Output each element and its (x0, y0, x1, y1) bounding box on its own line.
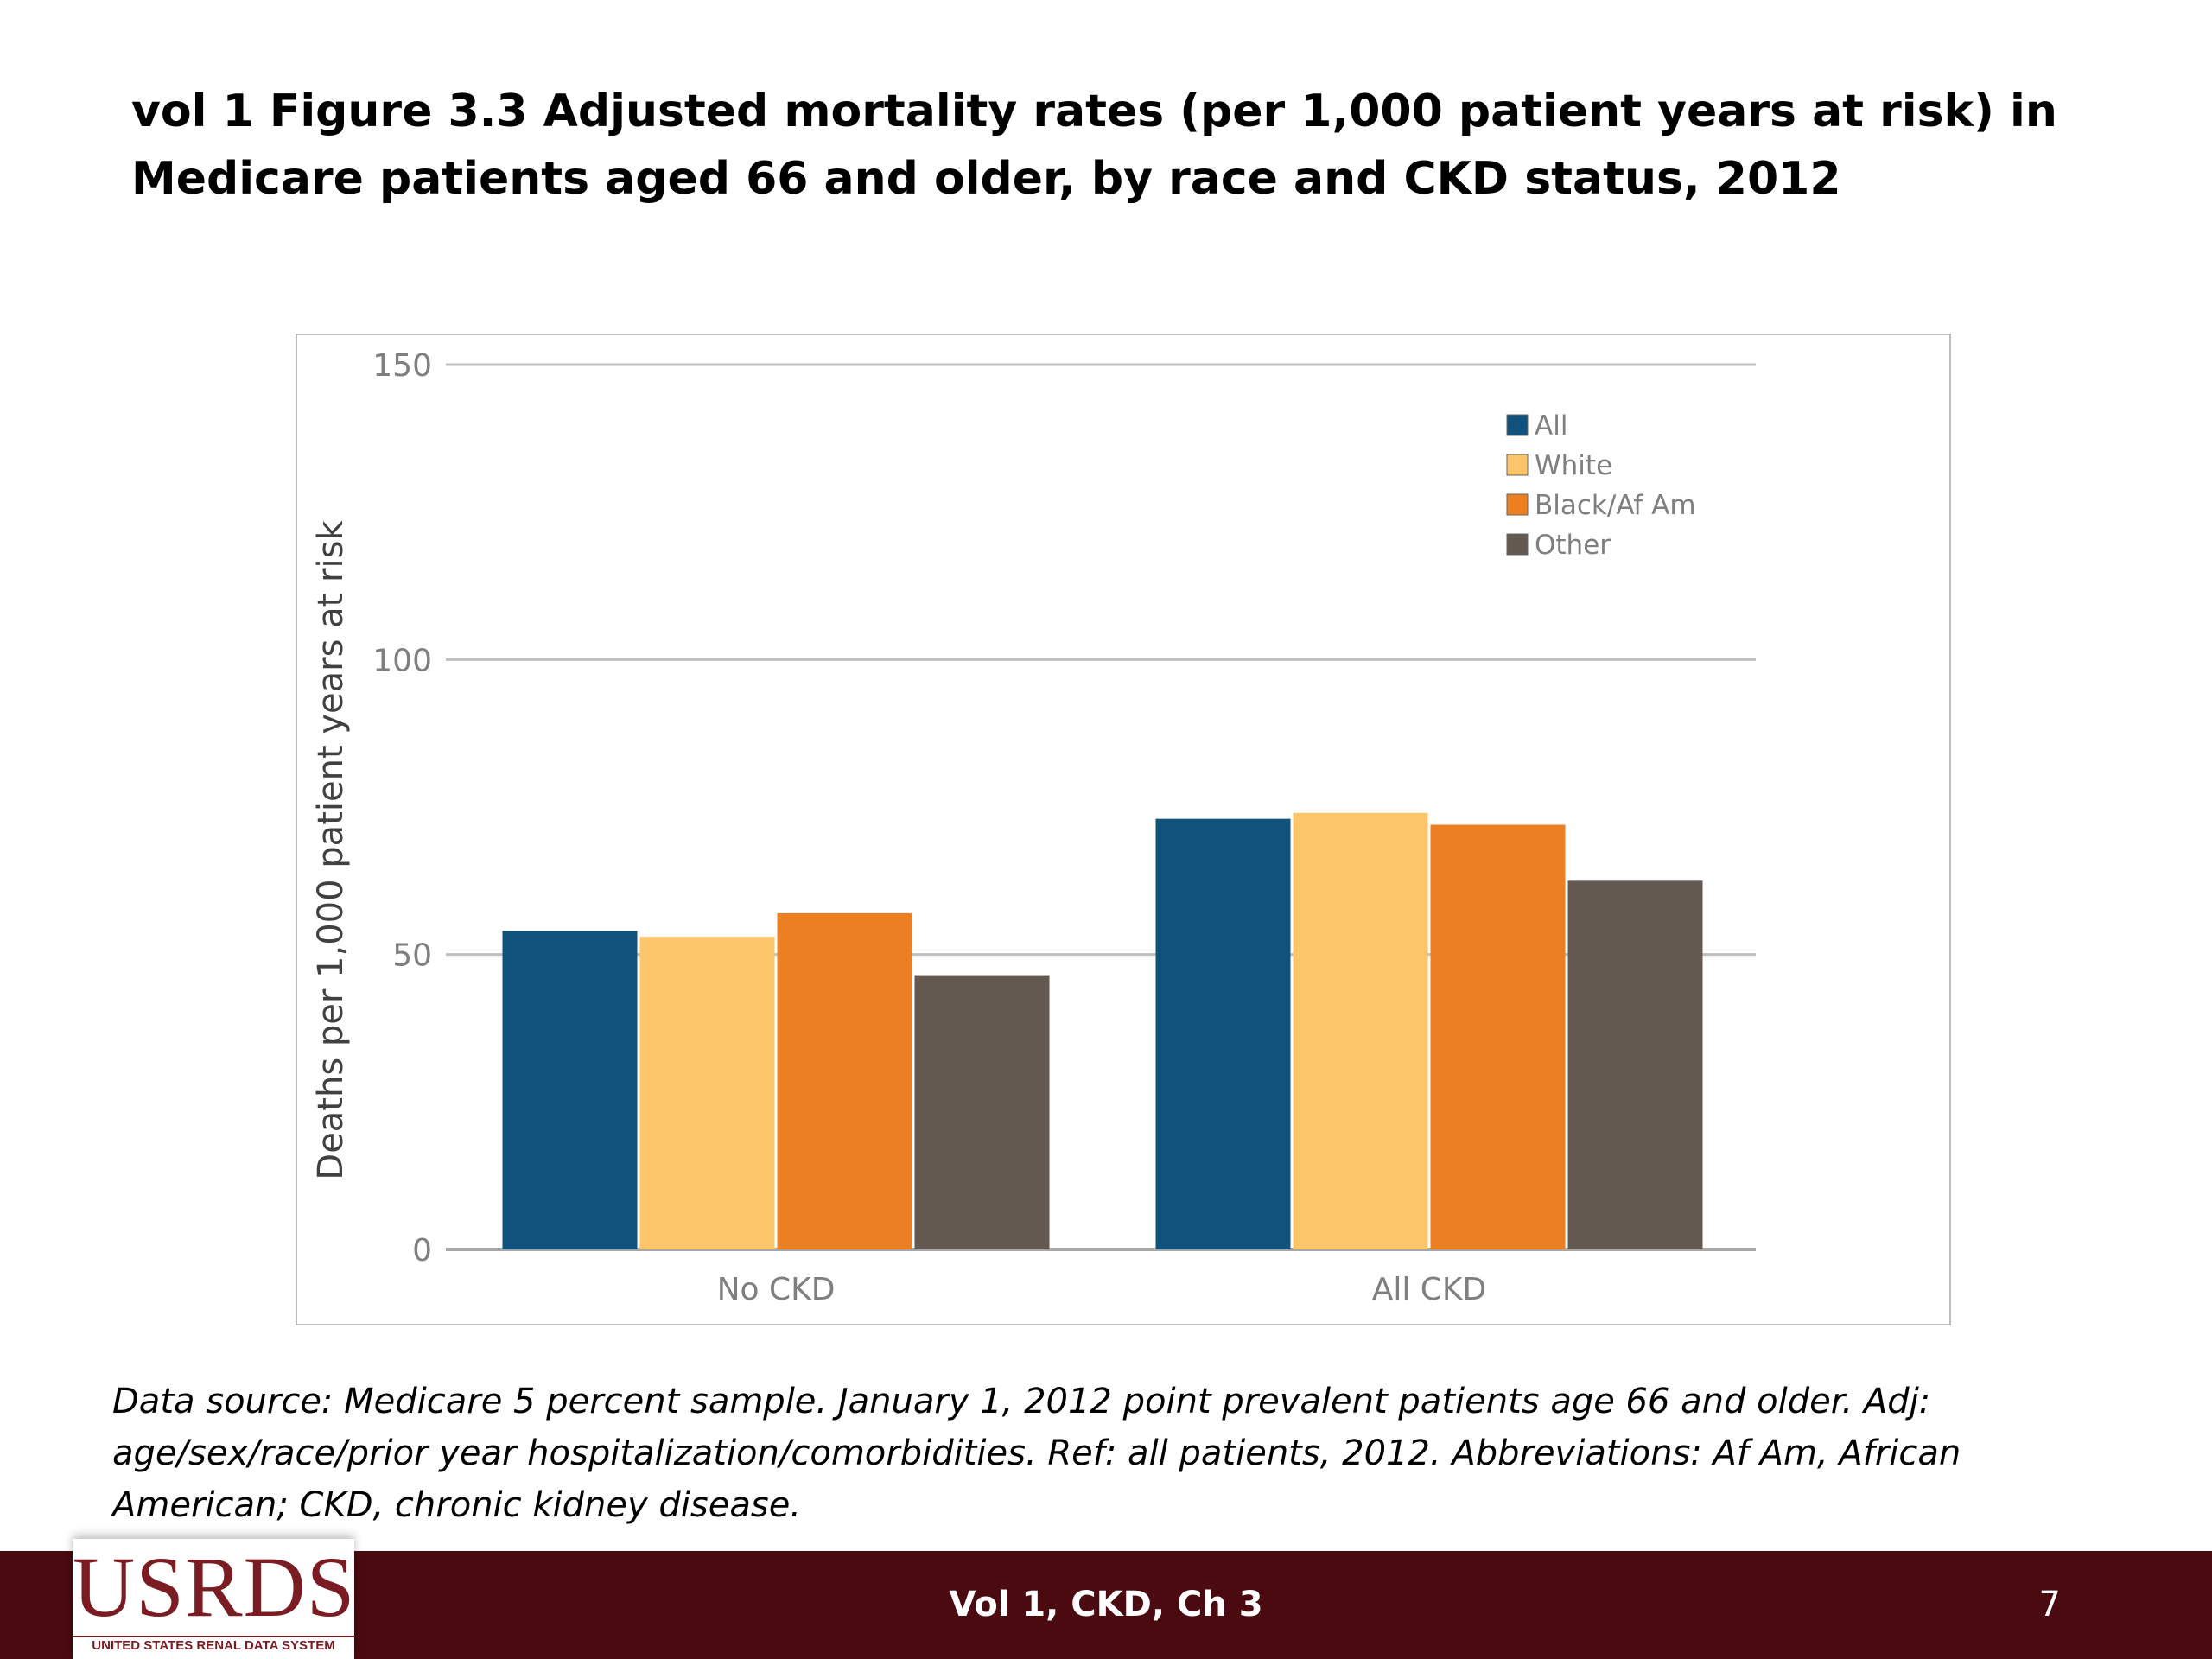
legend-label: All (1535, 410, 1567, 442)
bar (639, 937, 775, 1249)
legend-swatch (1506, 493, 1529, 516)
page-number: 7 (2038, 1585, 2061, 1624)
legend-swatch (1506, 414, 1529, 436)
usrds-logo: USRDS UNITED STATES RENAL DATA SYSTEM (73, 1539, 354, 1659)
legend-label: Black/Af Am (1535, 490, 1696, 521)
legend-swatch (1506, 533, 1529, 556)
bar (1155, 818, 1291, 1249)
logo-subtext: UNITED STATES RENAL DATA SYSTEM (73, 1636, 354, 1655)
data-source-caption: Data source: Medicare 5 percent sample. … (112, 1382, 1961, 1525)
chart-frame: 0 50 100 150 Deaths per 1,000 patient years … (296, 334, 1951, 1325)
legend-swatch (1506, 454, 1529, 476)
bar (1567, 880, 1703, 1249)
footer-bar: USRDS UNITED STATES RENAL DATA SYSTEM Vo… (0, 1539, 2212, 1659)
legend-label: White (1535, 450, 1612, 481)
x-category-label: All CKD (1372, 1272, 1487, 1307)
bar (777, 912, 912, 1249)
legend-label: Other (1535, 530, 1611, 561)
y-tick-label: 150 (372, 348, 432, 384)
y-tick-label: 100 (372, 643, 432, 678)
logo-text: USRDS (73, 1539, 356, 1635)
footer-section-label: Vol 1, CKD, Ch 3 (949, 1585, 1263, 1624)
y-tick-label: 50 (392, 938, 432, 974)
bar (1293, 812, 1428, 1249)
slide-title: vol 1 Figure 3.3 Adjusted mortality rate… (131, 86, 2057, 205)
bar (1430, 824, 1566, 1249)
y-tick-label: 0 (412, 1233, 432, 1268)
bar-chart: 0 50 100 150 Deaths per 1,000 patient years … (311, 348, 1756, 1307)
bar (502, 931, 638, 1249)
y-axis-title: Deaths per 1,000 patient years at risk (311, 520, 351, 1180)
x-category-label: No CKD (717, 1272, 836, 1307)
bar (914, 975, 1050, 1249)
